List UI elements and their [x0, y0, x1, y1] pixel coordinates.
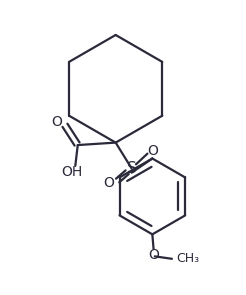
Text: O: O [148, 248, 159, 262]
Text: O: O [103, 176, 114, 190]
Text: O: O [51, 115, 62, 129]
Text: S: S [127, 161, 137, 176]
Text: OH: OH [61, 165, 82, 179]
Text: CH₃: CH₃ [176, 252, 200, 265]
Text: O: O [147, 144, 158, 158]
